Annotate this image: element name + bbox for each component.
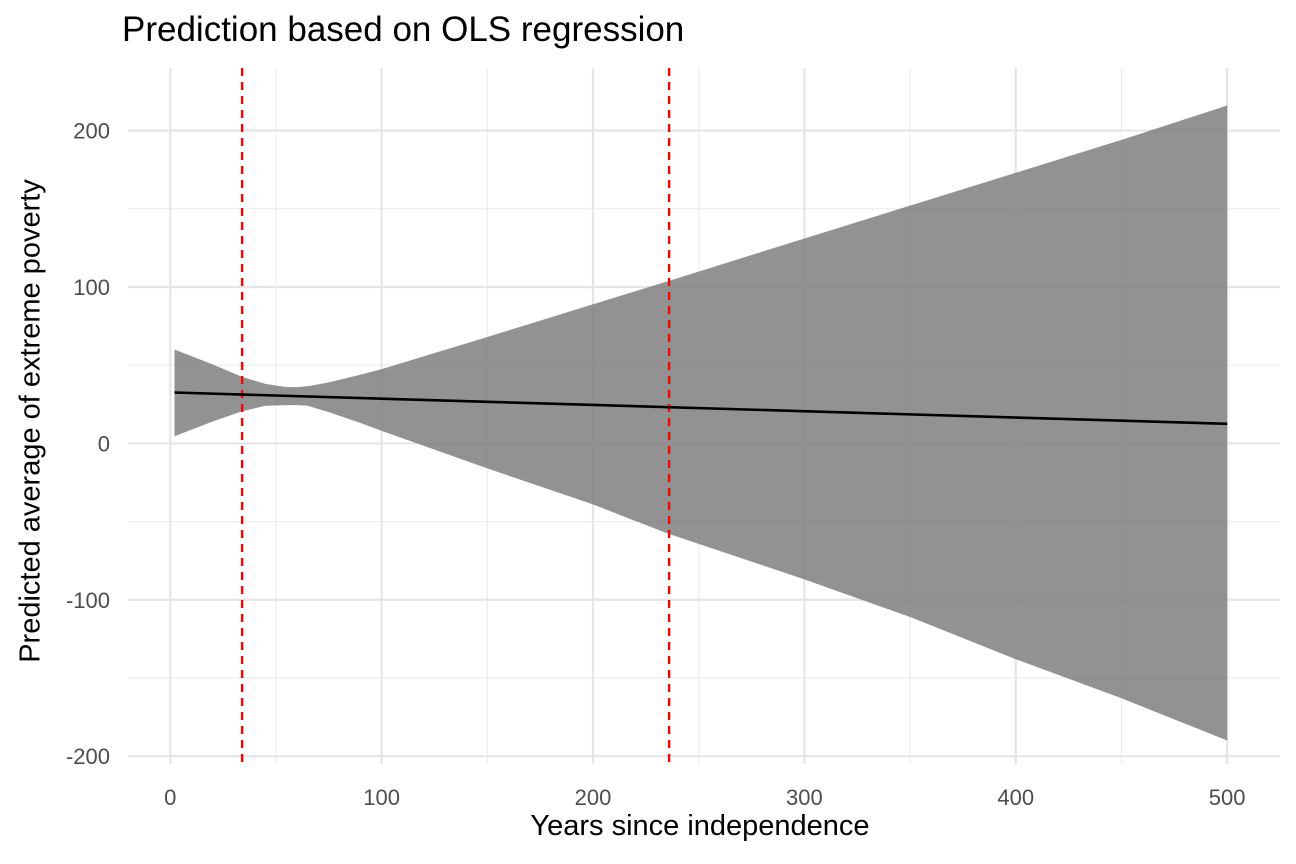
fit-line <box>174 391 1228 426</box>
y-axis-label: Predicted average of extreme poverty <box>14 179 47 663</box>
y-tick-label: 0 <box>98 431 110 456</box>
confidence-band-layer <box>174 105 1228 741</box>
y-tick-label: 100 <box>73 275 110 300</box>
chart-title: Prediction based on OLS regression <box>122 10 685 49</box>
x-tick-label: 200 <box>575 785 612 810</box>
fit-line-layer <box>174 391 1228 426</box>
confidence-band <box>174 105 1228 741</box>
x-tick-label: 0 <box>164 785 176 810</box>
y-tick-labels: -200 -100 0 100 200 <box>66 119 110 770</box>
reference-lines-layer <box>240 68 671 764</box>
y-tick-label: -200 <box>66 744 110 769</box>
x-tick-label: 300 <box>786 785 823 810</box>
x-tick-label: 400 <box>997 785 1034 810</box>
y-tick-label: 200 <box>73 119 110 144</box>
x-tick-label: 500 <box>1209 785 1246 810</box>
x-tick-labels: 0 100 200 300 400 500 <box>164 785 1245 810</box>
x-tick-label: 100 <box>363 785 400 810</box>
x-axis-label: Years since independence <box>530 810 870 842</box>
y-tick-label: -100 <box>66 588 110 613</box>
